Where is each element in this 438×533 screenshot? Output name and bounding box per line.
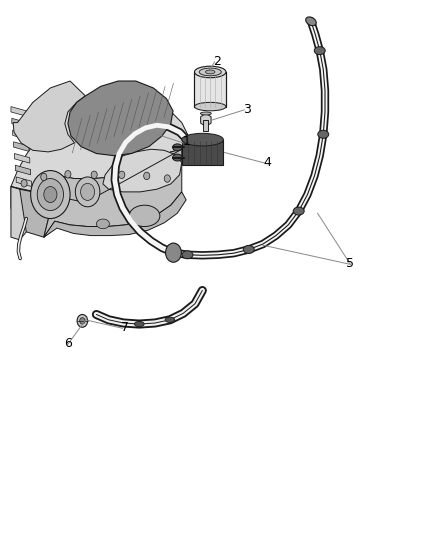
Polygon shape [201, 114, 211, 126]
Polygon shape [11, 107, 26, 116]
Text: 4: 4 [263, 156, 271, 169]
Polygon shape [203, 120, 208, 131]
Polygon shape [11, 187, 85, 237]
Ellipse shape [173, 154, 182, 161]
Polygon shape [16, 177, 32, 187]
Circle shape [31, 171, 70, 219]
Circle shape [65, 171, 71, 178]
Circle shape [119, 171, 125, 179]
Polygon shape [194, 72, 226, 107]
Circle shape [164, 175, 170, 182]
Circle shape [80, 318, 85, 324]
Polygon shape [44, 149, 182, 237]
Ellipse shape [129, 205, 160, 227]
Ellipse shape [194, 102, 226, 111]
Ellipse shape [205, 70, 215, 74]
Text: 5: 5 [346, 257, 354, 270]
Polygon shape [13, 81, 85, 152]
Polygon shape [14, 142, 29, 151]
Circle shape [91, 171, 97, 179]
Circle shape [81, 183, 95, 200]
Circle shape [21, 180, 27, 187]
Ellipse shape [293, 207, 304, 215]
Polygon shape [68, 81, 173, 156]
Ellipse shape [200, 112, 211, 115]
Ellipse shape [199, 68, 221, 76]
Polygon shape [13, 130, 28, 140]
Circle shape [166, 243, 181, 262]
Text: 3: 3 [244, 103, 251, 116]
Ellipse shape [314, 47, 325, 55]
Polygon shape [14, 154, 30, 163]
Polygon shape [11, 187, 26, 240]
Ellipse shape [318, 130, 328, 138]
Ellipse shape [173, 144, 182, 151]
Text: 6: 6 [64, 337, 72, 350]
Polygon shape [182, 140, 223, 165]
Circle shape [144, 172, 150, 180]
Polygon shape [11, 91, 188, 203]
Ellipse shape [182, 251, 193, 259]
Text: 7: 7 [121, 321, 129, 334]
Ellipse shape [165, 317, 175, 322]
Ellipse shape [194, 66, 226, 78]
Text: 1: 1 [182, 135, 190, 148]
Circle shape [44, 187, 57, 203]
Circle shape [41, 173, 47, 181]
Polygon shape [44, 192, 186, 237]
Circle shape [75, 177, 100, 207]
Polygon shape [12, 118, 27, 128]
Ellipse shape [96, 219, 110, 229]
Ellipse shape [182, 133, 223, 146]
Polygon shape [15, 165, 31, 175]
Ellipse shape [306, 17, 316, 26]
Text: 2: 2 [213, 55, 221, 68]
Circle shape [77, 314, 88, 327]
Ellipse shape [134, 321, 144, 327]
Polygon shape [44, 149, 182, 237]
Polygon shape [103, 149, 182, 192]
Circle shape [37, 179, 64, 211]
Ellipse shape [244, 245, 254, 253]
